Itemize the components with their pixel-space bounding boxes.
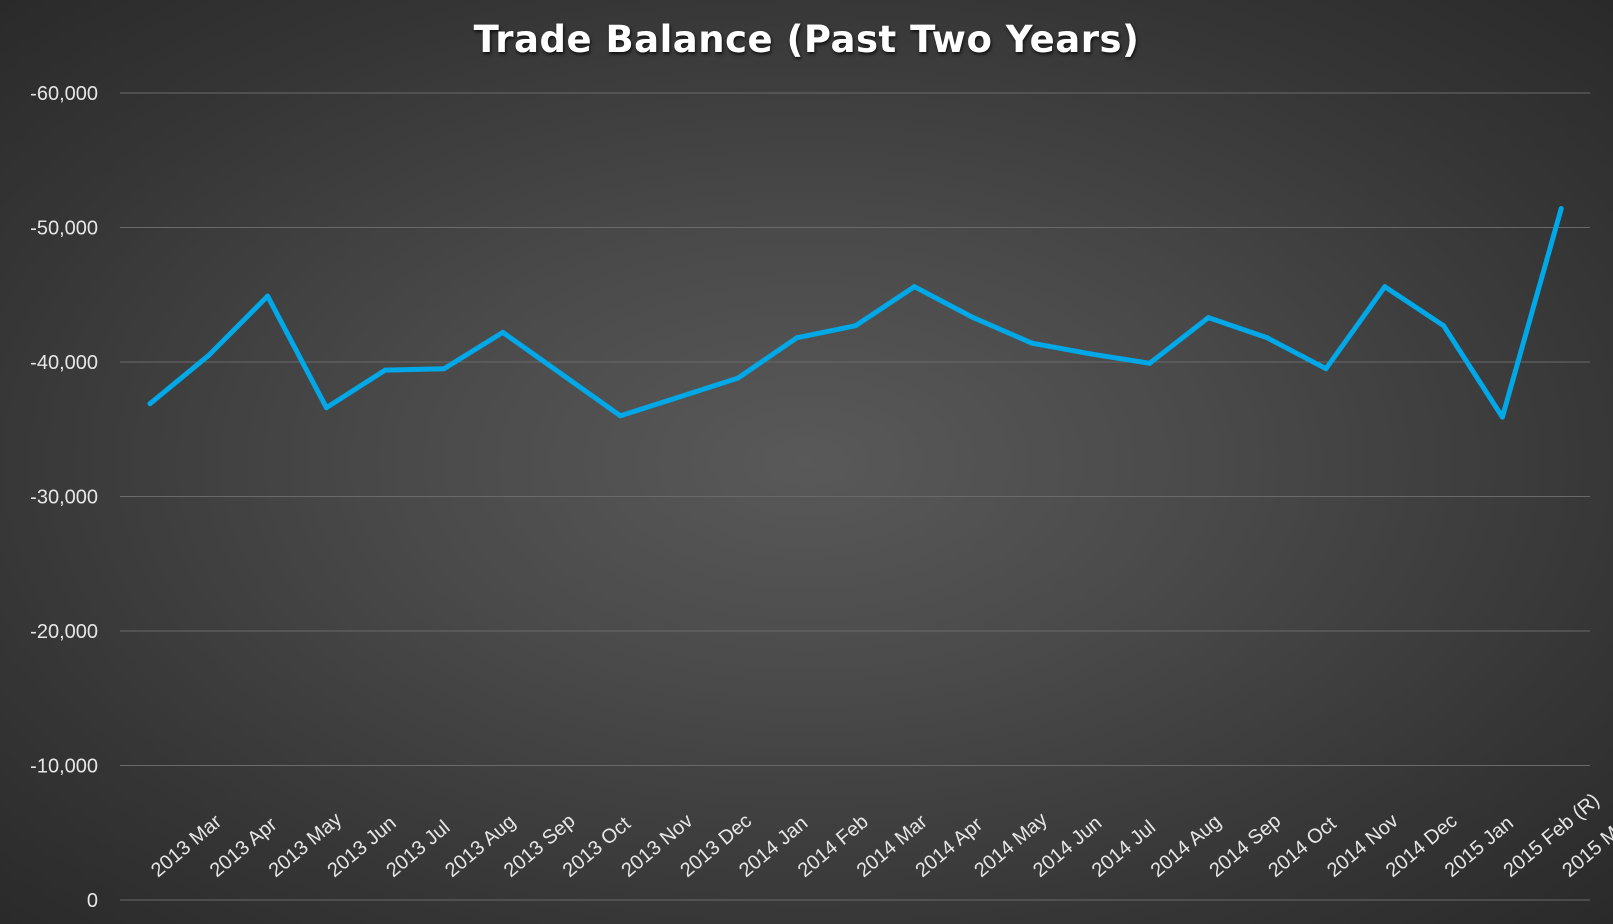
data-point — [1029, 340, 1035, 346]
data-point — [147, 401, 153, 407]
data-point — [1323, 366, 1329, 372]
y-tick-label: -10,000 — [30, 756, 98, 778]
data-point — [1264, 335, 1270, 341]
data-point — [735, 375, 741, 381]
data-point — [1499, 414, 1505, 420]
data-point — [206, 352, 212, 358]
data-point — [382, 367, 388, 373]
y-tick-label: -40,000 — [30, 352, 98, 374]
gridlines — [120, 92, 1590, 901]
data-point — [911, 284, 917, 290]
data-point — [323, 405, 329, 411]
y-tick-label: 0 — [87, 890, 98, 912]
data-point — [970, 315, 976, 321]
y-tick-label: -30,000 — [30, 487, 98, 509]
y-tick-label: -60,000 — [30, 83, 98, 105]
series-line — [147, 206, 1564, 420]
data-point — [1441, 323, 1447, 329]
data-point — [853, 323, 859, 329]
data-point — [1088, 351, 1094, 357]
data-point — [1205, 315, 1211, 321]
data-point — [1558, 206, 1564, 212]
data-point — [617, 413, 623, 419]
data-point — [265, 293, 271, 299]
data-point — [676, 394, 682, 400]
data-point — [441, 366, 447, 372]
data-point — [794, 335, 800, 341]
y-axis-tick-labels: 0 -10,000 -20,000 -30,000 -40,000 -50,000 -60,… — [30, 83, 98, 912]
data-point — [559, 371, 565, 377]
data-point — [500, 329, 506, 335]
chart-title: Trade Balance (Past Two Years) — [473, 18, 1140, 61]
data-point — [1147, 360, 1153, 366]
series-lines — [147, 206, 1564, 420]
y-tick-label: -20,000 — [30, 621, 98, 643]
data-point — [1382, 284, 1388, 290]
y-tick-label: -50,000 — [30, 218, 98, 240]
